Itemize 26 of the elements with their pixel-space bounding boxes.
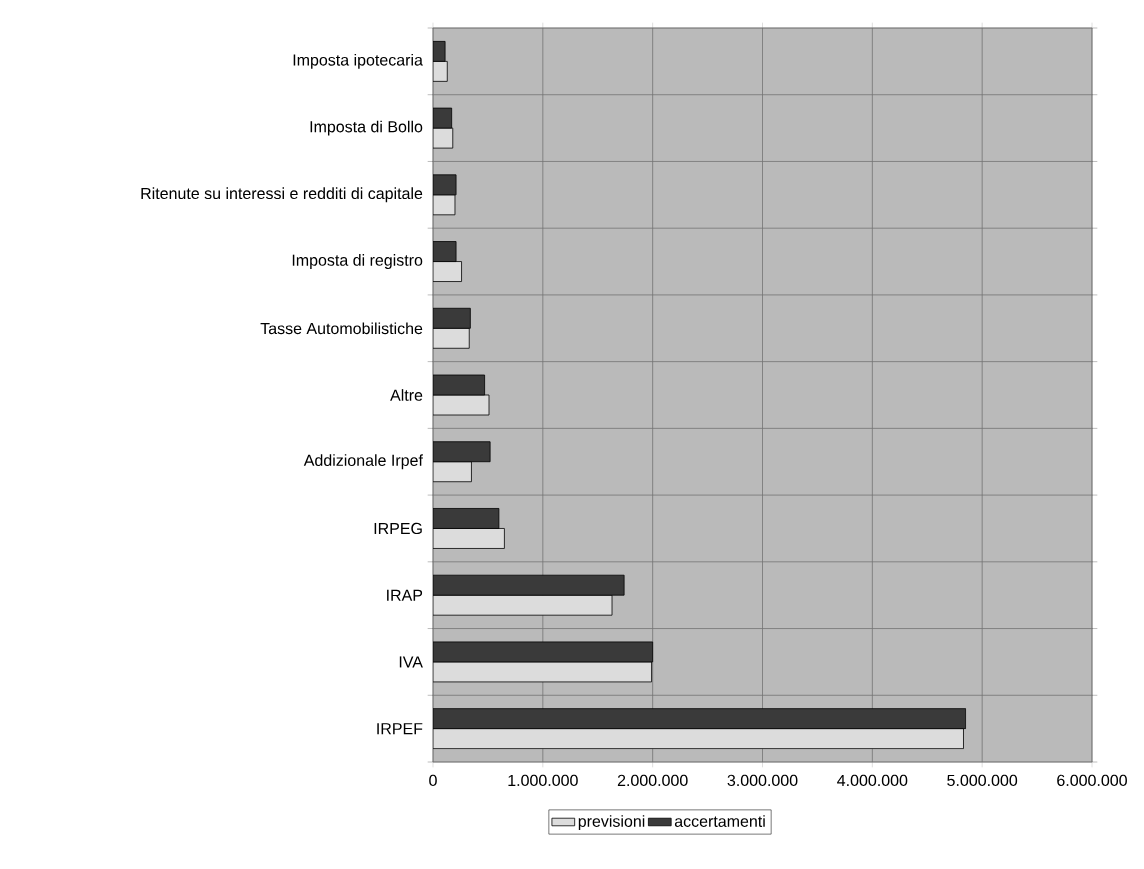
x-tick-label: 2.000.000: [617, 774, 688, 787]
y-tick-label: IRAP: [387, 589, 423, 601]
x-tick-label: 1.000.000: [508, 774, 578, 787]
y-tick-label: IVA: [399, 656, 423, 668]
x-tick-label: 3.000.000: [727, 774, 798, 787]
bar: [433, 528, 505, 549]
bar: [433, 594, 613, 616]
y-tick-label: IRPEF: [377, 723, 423, 735]
x-tick-label: 6.000.000: [1057, 774, 1127, 787]
bar: [433, 261, 462, 282]
x-tick-label: 5.000.000: [947, 774, 1018, 787]
y-tick-label: Altre: [390, 389, 423, 401]
bar: [433, 327, 470, 349]
y-tick-label: IRPEG: [374, 522, 422, 535]
y-tick-label: Tasse Automobilistiche: [260, 322, 423, 335]
y-tick-label: Imposta di registro: [292, 254, 423, 270]
bar: [433, 461, 472, 483]
y-tick-label: Imposta ipotecaria: [293, 53, 423, 69]
y-tick-label: Imposta di Bollo: [310, 120, 423, 136]
bar: [433, 728, 964, 750]
y-tick-label: Addizionale Irpef: [303, 454, 423, 470]
legend-label: accertamenti: [674, 815, 765, 827]
x-tick-label: 4.000.000: [837, 774, 908, 787]
legend-label: previsioni: [578, 815, 645, 831]
x-tick-label: 0: [429, 774, 437, 787]
y-tick-label: Ritenute su interessi e redditi di capitale: [141, 187, 423, 203]
